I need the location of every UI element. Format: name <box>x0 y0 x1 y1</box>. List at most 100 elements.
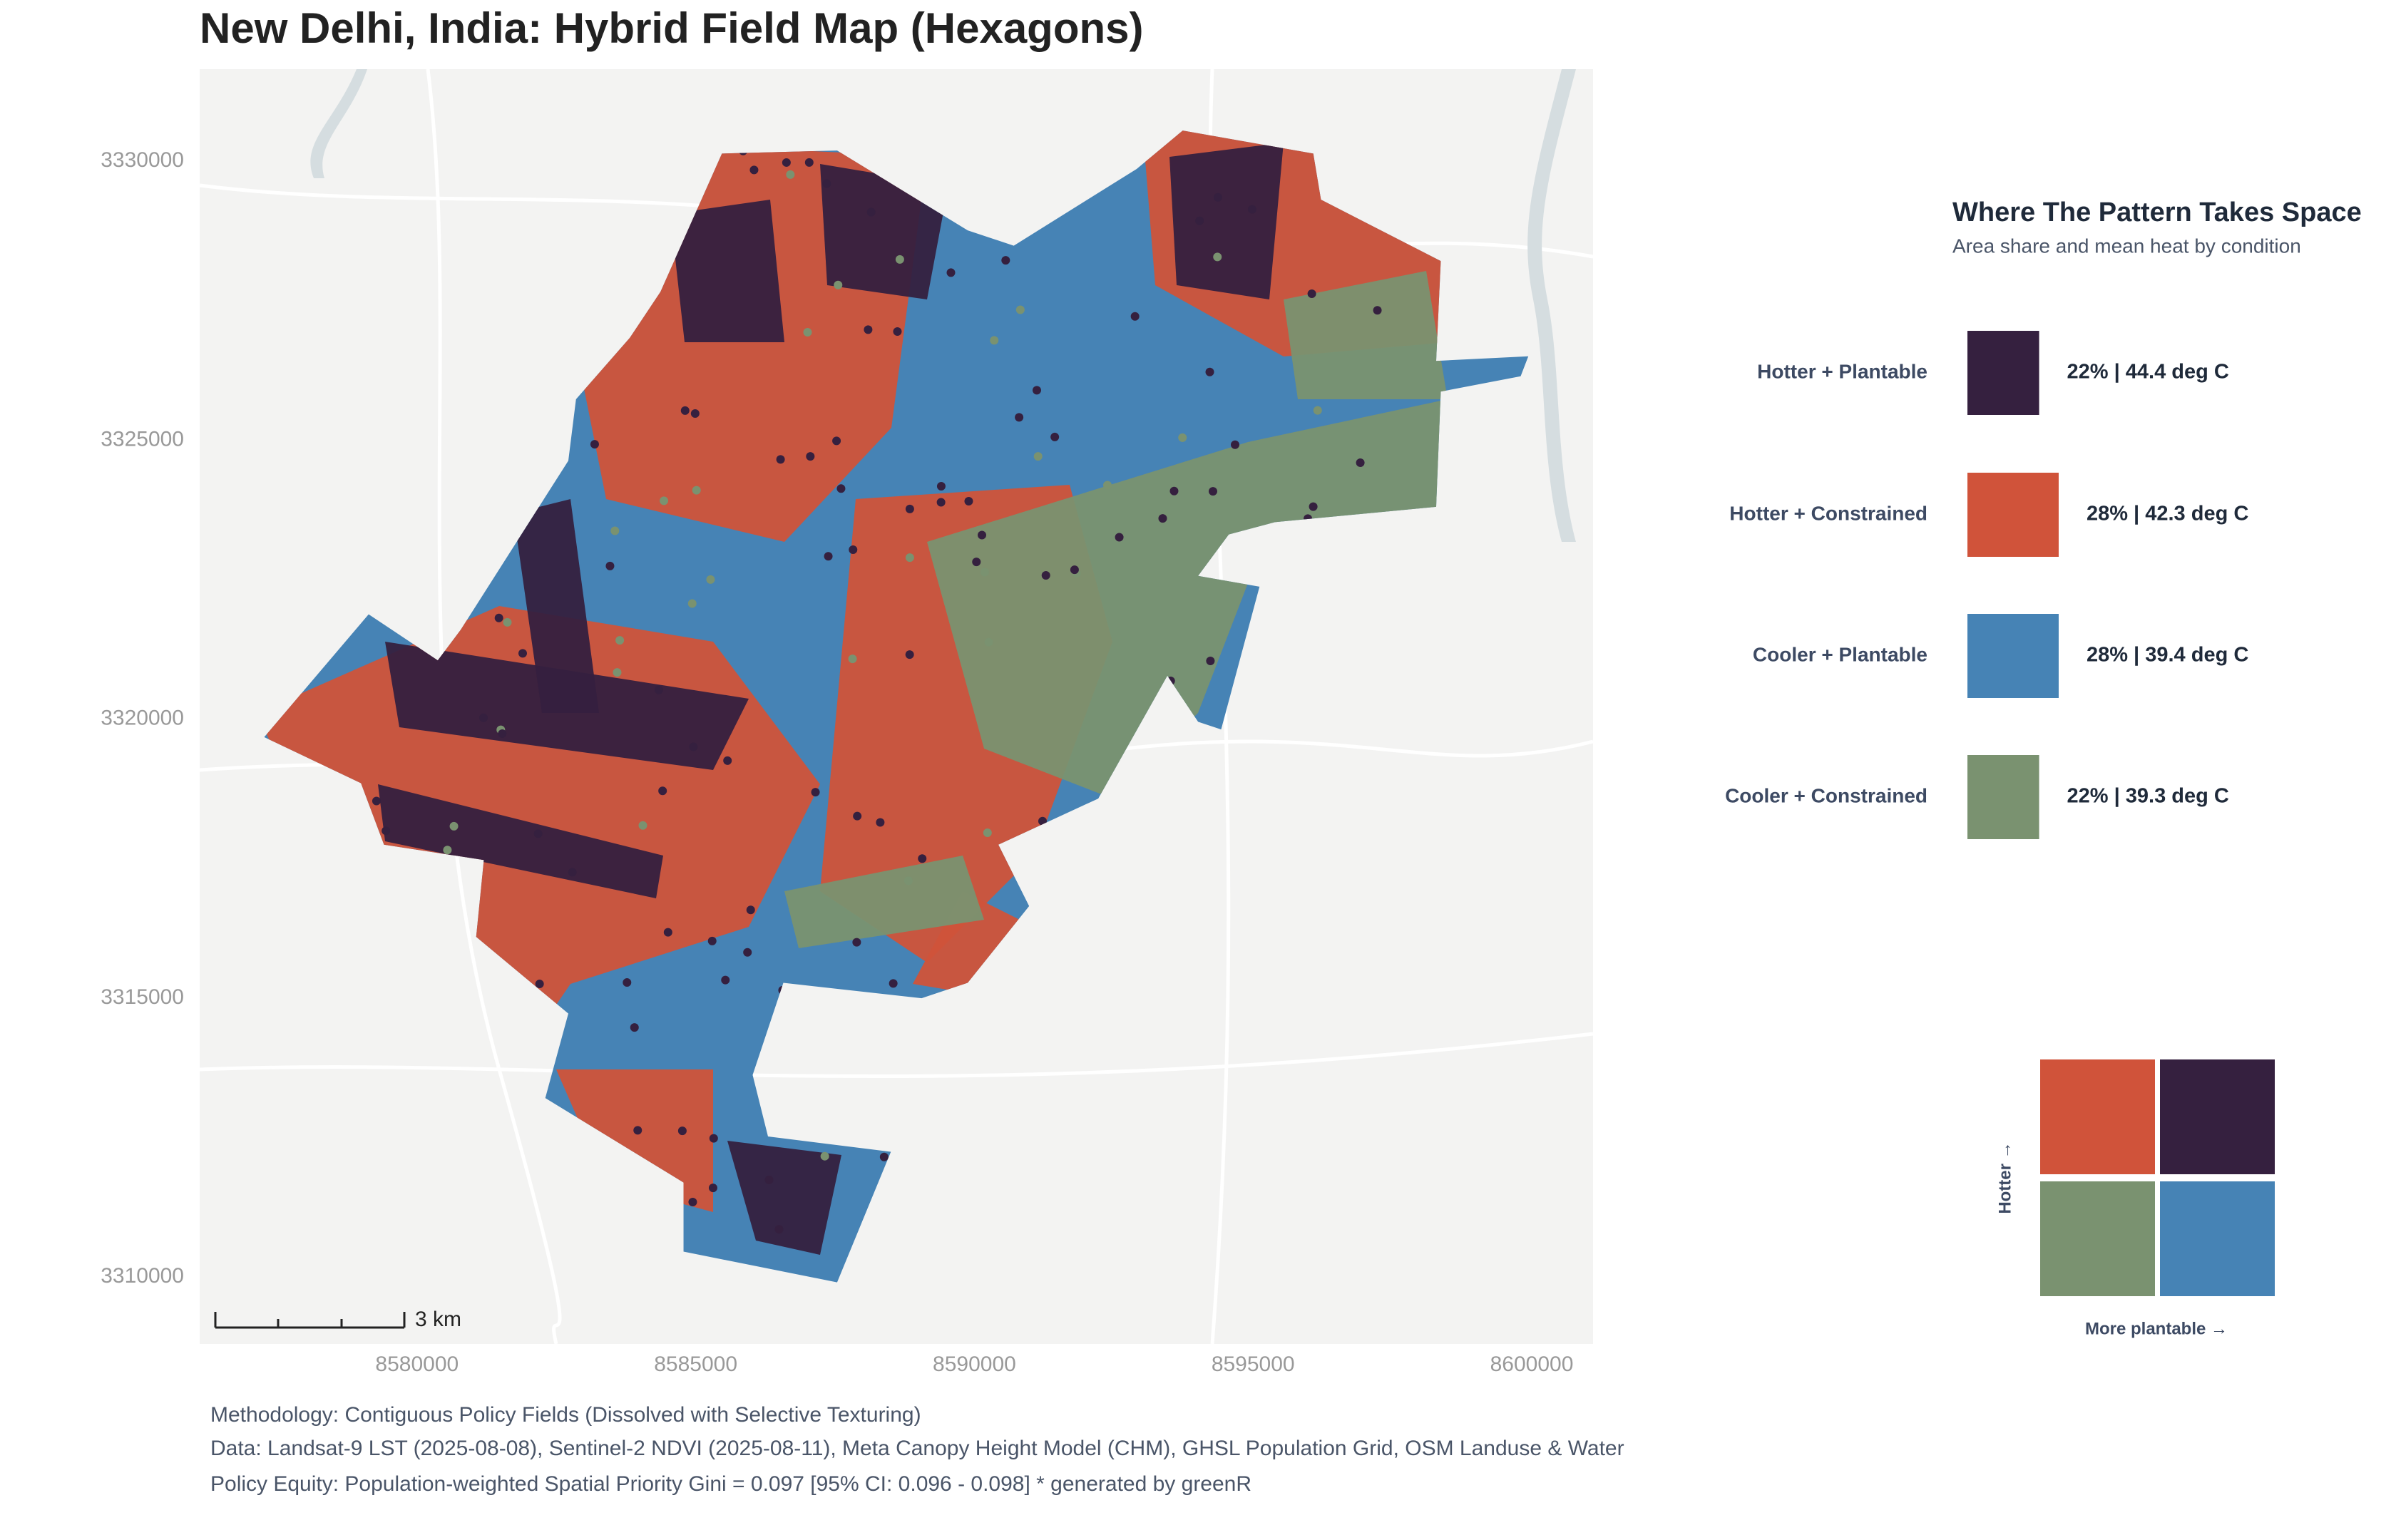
y-tick-label: 3330000 <box>101 148 184 172</box>
hex-texture <box>1015 413 1024 422</box>
hex-texture <box>903 876 913 885</box>
hex-texture <box>494 613 503 622</box>
hex-texture <box>1115 533 1124 542</box>
hex-texture <box>1158 514 1167 523</box>
hex-texture <box>776 455 785 464</box>
hex-texture <box>1001 256 1010 265</box>
hex-texture <box>1309 502 1318 511</box>
hex-texture <box>1231 440 1239 449</box>
hex-texture <box>660 496 669 505</box>
hex-texture <box>707 936 717 945</box>
field-patch <box>513 499 599 713</box>
key-y-label: Hotter → <box>1995 1141 2014 1213</box>
legend-title: Where The Pattern Takes Space <box>1952 197 2362 227</box>
x-tick-label: 8600000 <box>1490 1352 1574 1376</box>
hex-texture <box>1213 192 1222 202</box>
hex-texture <box>1373 306 1382 315</box>
hex-texture <box>503 617 512 627</box>
hex-texture <box>990 336 999 345</box>
hex-texture <box>633 1126 642 1135</box>
hex-texture <box>449 821 459 831</box>
hex-texture <box>804 158 814 167</box>
hex-texture <box>1205 367 1214 376</box>
hex-texture <box>803 328 812 337</box>
field-patch <box>727 1141 841 1255</box>
hex-texture <box>680 406 690 415</box>
hex-texture <box>905 504 914 513</box>
hex-texture <box>1070 565 1079 575</box>
y-tick-label: 3325000 <box>101 427 184 451</box>
field-patch <box>1169 143 1284 299</box>
hex-texture <box>782 158 791 167</box>
hex-texture <box>946 268 956 277</box>
hex-texture <box>692 486 701 495</box>
legend-label: Cooler + Plantable <box>1753 643 1927 665</box>
hex-texture <box>864 325 873 334</box>
hex-texture <box>610 526 620 535</box>
hex-texture <box>1032 386 1041 395</box>
hex-texture <box>984 637 993 647</box>
hex-texture <box>605 561 615 570</box>
field-patch <box>784 856 984 948</box>
hex-texture <box>1247 205 1256 214</box>
hex-texture <box>936 498 946 507</box>
hex-texture <box>1103 481 1112 490</box>
hex-texture <box>443 846 452 855</box>
hex-texture <box>811 788 820 797</box>
canal <box>310 69 367 178</box>
hex-texture <box>723 756 732 765</box>
field-patch <box>378 784 663 898</box>
hex-texture <box>849 545 858 554</box>
legend-swatch <box>1967 614 2059 698</box>
field-patch <box>670 200 784 342</box>
hex-texture <box>654 685 663 694</box>
hex-texture <box>1041 570 1050 580</box>
y-tick-label: 3310000 <box>101 1264 184 1288</box>
hex-texture <box>895 255 904 264</box>
legend-label: Hotter + Plantable <box>1757 360 1927 382</box>
field-patch <box>927 399 1448 799</box>
hex-texture <box>689 742 698 751</box>
hex-texture <box>848 654 857 664</box>
hex-texture <box>630 1023 639 1032</box>
field-patch <box>1284 271 1448 399</box>
hex-texture <box>535 980 544 989</box>
key-cell <box>2040 1181 2155 1296</box>
hex-texture <box>1208 487 1217 496</box>
chart-title: New Delhi, India: Hybrid Field Map (Hexa… <box>200 4 1144 52</box>
hex-texture <box>879 1152 889 1161</box>
key-cell <box>2160 1059 2275 1174</box>
hex-texture <box>866 207 876 217</box>
hex-texture <box>1178 433 1187 442</box>
hex-texture <box>852 938 861 947</box>
x-tick-label: 8585000 <box>654 1352 737 1376</box>
hex-texture <box>708 1184 717 1193</box>
hex-texture <box>834 280 843 289</box>
hex-texture <box>1195 216 1204 225</box>
hex-texture <box>832 436 841 446</box>
hex-texture <box>743 948 752 957</box>
hex-texture <box>978 530 987 540</box>
hex-texture <box>820 1151 829 1161</box>
legend-value-label: 22% | 39.3 deg C <box>2067 785 2229 808</box>
legend-swatch <box>1967 755 2039 839</box>
caption: Data: Landsat-9 LST (2025-08-08), Sentin… <box>210 1437 1624 1460</box>
hex-texture <box>1206 656 1215 665</box>
hex-texture <box>1313 406 1322 415</box>
hex-texture <box>590 440 599 449</box>
y-tick-label: 3315000 <box>101 985 184 1009</box>
hex-texture <box>764 1175 774 1184</box>
hex-texture <box>1033 452 1043 461</box>
legend-swatch <box>1967 473 2059 557</box>
hex-texture <box>1130 312 1140 321</box>
hex-texture <box>822 179 831 188</box>
hex-texture <box>658 786 667 796</box>
hex-texture <box>709 1134 718 1143</box>
hex-texture <box>746 905 755 915</box>
hex-texture <box>706 575 715 584</box>
hex-texture <box>1213 252 1222 262</box>
scale-bar <box>214 1312 406 1329</box>
hex-texture <box>905 650 914 659</box>
key-cell <box>2040 1059 2155 1174</box>
